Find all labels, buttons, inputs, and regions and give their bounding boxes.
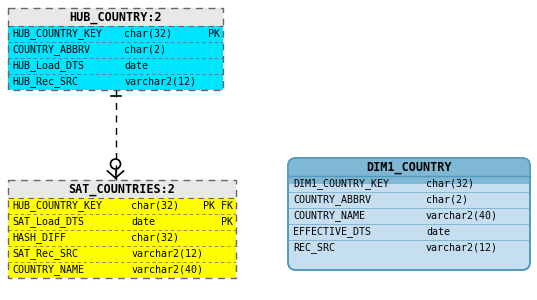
Bar (8, 8, 223, 26)
Bar (8, 26, 223, 90)
Text: COUNTRY_ABBRV: COUNTRY_ABBRV (12, 44, 90, 56)
Text: SAT_Load_DTS: SAT_Load_DTS (12, 217, 84, 227)
Text: PK: PK (208, 29, 220, 39)
Bar (8, 180, 236, 198)
Text: HUB_COUNTRY_KEY: HUB_COUNTRY_KEY (12, 28, 102, 40)
Text: HASH_DIFF: HASH_DIFF (12, 232, 66, 244)
FancyBboxPatch shape (288, 158, 530, 184)
Text: char(2): char(2) (124, 45, 166, 55)
Text: DIM1_COUNTRY_KEY: DIM1_COUNTRY_KEY (293, 178, 389, 190)
Text: varchar2(12): varchar2(12) (131, 249, 203, 259)
Text: DIM1_COUNTRY: DIM1_COUNTRY (366, 160, 452, 173)
Text: char(32): char(32) (131, 201, 179, 211)
FancyBboxPatch shape (288, 158, 530, 270)
Text: COUNTRY_NAME: COUNTRY_NAME (12, 265, 84, 275)
Text: REC_SRC: REC_SRC (293, 242, 335, 253)
Text: SAT_Rec_SRC: SAT_Rec_SRC (12, 248, 78, 260)
Text: SAT_COUNTRIES:2: SAT_COUNTRIES:2 (69, 182, 176, 196)
Text: date: date (124, 61, 148, 71)
Text: varchar2(40): varchar2(40) (131, 265, 203, 275)
Text: HUB_COUNTRY_KEY: HUB_COUNTRY_KEY (12, 200, 102, 211)
Text: varchar2(40): varchar2(40) (426, 211, 498, 221)
Text: PK: PK (221, 217, 233, 227)
Text: HUB_Rec_SRC: HUB_Rec_SRC (12, 76, 78, 88)
Text: char(32): char(32) (426, 179, 474, 189)
Text: PK FK: PK FK (203, 201, 233, 211)
Text: HUB_COUNTRY:2: HUB_COUNTRY:2 (69, 11, 162, 23)
Text: COUNTRY_NAME: COUNTRY_NAME (293, 211, 365, 221)
Text: char(2): char(2) (426, 195, 468, 205)
Text: COUNTRY_ABBRV: COUNTRY_ABBRV (293, 194, 371, 206)
Text: date: date (131, 217, 155, 227)
Bar (8, 180, 236, 278)
Text: HUB_Load_DTS: HUB_Load_DTS (12, 61, 84, 71)
Text: date: date (426, 227, 450, 237)
Bar (8, 8, 223, 90)
Text: EFFECTIVE_DTS: EFFECTIVE_DTS (293, 226, 371, 238)
Text: varchar2(12): varchar2(12) (426, 243, 498, 253)
Bar (8, 198, 236, 278)
Text: varchar2(12): varchar2(12) (124, 77, 196, 87)
Text: char(32): char(32) (124, 29, 172, 39)
Bar (288, 176, 530, 184)
Text: char(32): char(32) (131, 233, 179, 243)
